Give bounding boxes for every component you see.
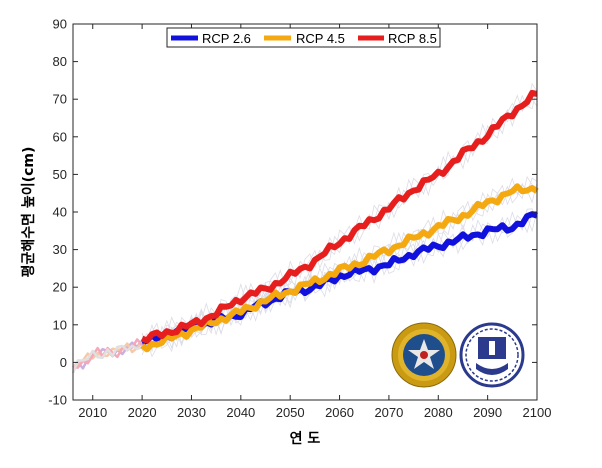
x-axis-ticks: 2010 2020 2030 2040 2050 2060 2070 2080 2090 2100 xyxy=(78,24,551,420)
model-spread-lines xyxy=(141,82,538,358)
y-tick-label: 10 xyxy=(53,317,67,332)
x-tick-label: 2050 xyxy=(276,405,305,420)
series-line-rcp85 xyxy=(141,89,538,344)
x-tick-label: 2090 xyxy=(473,405,502,420)
x-tick-label: 2010 xyxy=(78,405,107,420)
y-axis-ticks: -10 0 10 20 30 40 50 60 70 80 90 xyxy=(48,17,537,408)
x-tick-label: 2070 xyxy=(374,405,403,420)
y-tick-label: 70 xyxy=(53,92,67,107)
x-tick-label: 2060 xyxy=(325,405,354,420)
y-tick-label: 90 xyxy=(53,17,67,32)
historical-line xyxy=(72,341,144,367)
historical-line xyxy=(71,344,143,374)
legend-box xyxy=(166,27,441,48)
historical-series xyxy=(71,338,144,374)
y-tick-label: 80 xyxy=(53,54,67,69)
legend-label-rcp45: RCP 4.5 xyxy=(296,31,345,46)
model-spread-line xyxy=(141,82,538,344)
university-logo-right xyxy=(459,322,525,388)
x-tick-label: 2020 xyxy=(128,405,157,420)
x-tick-label: 2040 xyxy=(226,405,255,420)
legend-label-rcp85: RCP 8.5 xyxy=(388,31,437,46)
rcp-series xyxy=(140,89,539,353)
institute-logo-left xyxy=(391,322,457,388)
y-tick-label: 40 xyxy=(53,205,67,220)
legend-label-rcp26: RCP 2.6 xyxy=(202,31,251,46)
y-tick-label: -10 xyxy=(48,393,67,408)
x-tick-label: 2080 xyxy=(424,405,453,420)
x-tick-label: 2030 xyxy=(177,405,206,420)
legend: RCP 2.6 RCP 4.5 RCP 8.5 xyxy=(166,27,441,48)
y-tick-label: 20 xyxy=(53,280,67,295)
y-axis-label: 평균해수면 높이(cm) xyxy=(20,147,37,278)
y-tick-label: 50 xyxy=(53,167,67,182)
series-line-rcp45 xyxy=(140,183,539,353)
x-tick-label: 2100 xyxy=(523,405,552,420)
y-tick-label: 0 xyxy=(60,355,67,370)
y-tick-label: 60 xyxy=(53,129,67,144)
x-axis-label: 연 도 xyxy=(290,431,321,447)
y-tick-label: 30 xyxy=(53,242,67,257)
